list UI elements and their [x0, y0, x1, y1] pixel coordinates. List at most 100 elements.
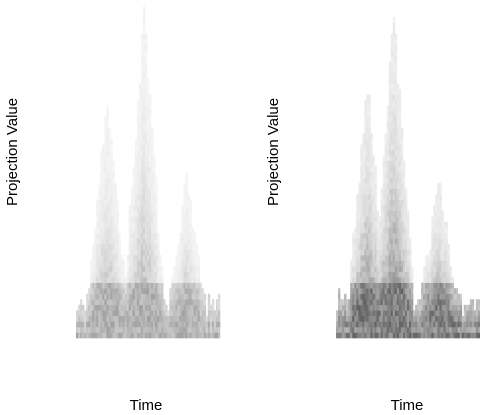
heatmap-cell [390, 72, 394, 79]
heatmap-cell [421, 326, 424, 333]
heatmap-cell [380, 288, 383, 295]
heatmap-cell [146, 77, 150, 84]
heatmap-cell [98, 205, 101, 212]
heatmap-cell [106, 293, 109, 300]
heatmap-cell [392, 293, 396, 300]
heatmap-cell [392, 144, 396, 151]
heatmap-cell [193, 332, 196, 339]
heatmap-cell [102, 326, 105, 333]
heatmap-cell [104, 133, 107, 140]
heatmap-cell [138, 155, 142, 162]
heatmap-cell [435, 260, 438, 267]
heatmap-cell [112, 205, 115, 212]
heatmap-cell [187, 216, 190, 223]
heatmap-cell [181, 288, 184, 295]
heatmap-cell [398, 172, 402, 178]
heatmap-cell [175, 299, 178, 306]
heatmap-cell [404, 232, 408, 239]
heatmap-cell [136, 166, 140, 173]
heatmap-cell [179, 232, 182, 239]
heatmap-cell [120, 255, 123, 261]
heatmap-cell [340, 299, 343, 306]
heatmap-cell [138, 122, 142, 129]
heatmap-cell [120, 332, 123, 339]
heatmap-cell [411, 293, 414, 300]
heatmap-cell [390, 149, 394, 156]
heatmap-cell [406, 216, 410, 223]
heatmap-cell [400, 271, 404, 278]
heatmap-cell [409, 277, 412, 283]
heatmap-cell [142, 216, 146, 223]
heatmap-cell [362, 183, 365, 189]
heatmap-cell [360, 166, 363, 173]
heatmap-cell [110, 288, 113, 295]
heatmap-cell [132, 277, 136, 283]
heatmap-cell [394, 205, 398, 212]
heatmap-cell [146, 194, 150, 200]
heatmap-cell [102, 243, 105, 250]
heatmap-cell [340, 304, 343, 311]
heatmap-cell [195, 293, 198, 300]
heatmap-cell [437, 216, 440, 223]
heatmap-cell [120, 282, 123, 289]
heatmap-cell [94, 266, 97, 272]
heatmap-cell [398, 111, 402, 117]
heatmap-cell [144, 116, 148, 123]
heatmap-cell [358, 205, 361, 212]
heatmap-cell [149, 188, 152, 195]
heatmap-cell [439, 227, 442, 234]
heatmap-cell [394, 315, 398, 322]
heatmap-cell [118, 315, 121, 322]
heatmap-cell [386, 260, 390, 267]
heatmap-cell [201, 299, 205, 306]
heatmap-cell [400, 260, 404, 267]
heatmap-cell [100, 183, 103, 189]
heatmap-cell [100, 288, 103, 295]
heatmap-cell [400, 299, 404, 306]
heatmap-cell [197, 304, 201, 311]
heatmap-cell [106, 232, 109, 239]
heatmap-cell [151, 321, 154, 328]
heatmap-cell [86, 304, 89, 311]
heatmap-cell [360, 183, 363, 189]
heatmap-cell [140, 232, 144, 239]
heatmap-cell [140, 243, 144, 250]
heatmap-cell [455, 321, 458, 328]
heatmap-cell [96, 293, 99, 300]
heatmap-cell [128, 221, 132, 228]
heatmap-cell [144, 100, 148, 106]
heatmap-cell [386, 122, 390, 129]
heatmap-cell [140, 271, 144, 278]
heatmap-cell [352, 315, 355, 322]
heatmap-cell [475, 304, 479, 311]
heatmap-cell [112, 227, 115, 234]
heatmap-cell [360, 277, 363, 283]
heatmap-cell [366, 194, 369, 200]
heatmap-cell [112, 160, 115, 167]
heatmap-cell [358, 210, 361, 217]
heatmap-cell [384, 249, 388, 256]
heatmap-cell [354, 232, 357, 239]
heatmap-cell [392, 83, 396, 90]
heatmap-cell [175, 266, 178, 272]
heatmap-cell [86, 326, 89, 333]
heatmap-cell [364, 138, 367, 145]
heatmap-cell [144, 66, 148, 73]
heatmap-cell [372, 155, 375, 162]
heatmap-cell [396, 100, 400, 106]
heatmap-cell [356, 277, 359, 283]
heatmap-cell [376, 304, 379, 311]
heatmap-cell [108, 188, 111, 195]
heatmap-cell [366, 232, 369, 239]
heatmap-cell [336, 310, 339, 317]
heatmap-cell [423, 288, 426, 295]
heatmap-cell [394, 166, 398, 173]
heatmap-cell [118, 232, 121, 239]
heatmap-cell [177, 299, 180, 306]
heatmap-cell [98, 277, 101, 283]
heatmap-cell [126, 255, 130, 261]
heatmap-cell [374, 299, 377, 306]
heatmap-cell [114, 194, 117, 200]
heatmap-cell [205, 315, 209, 322]
heatmap-cell [427, 315, 430, 322]
